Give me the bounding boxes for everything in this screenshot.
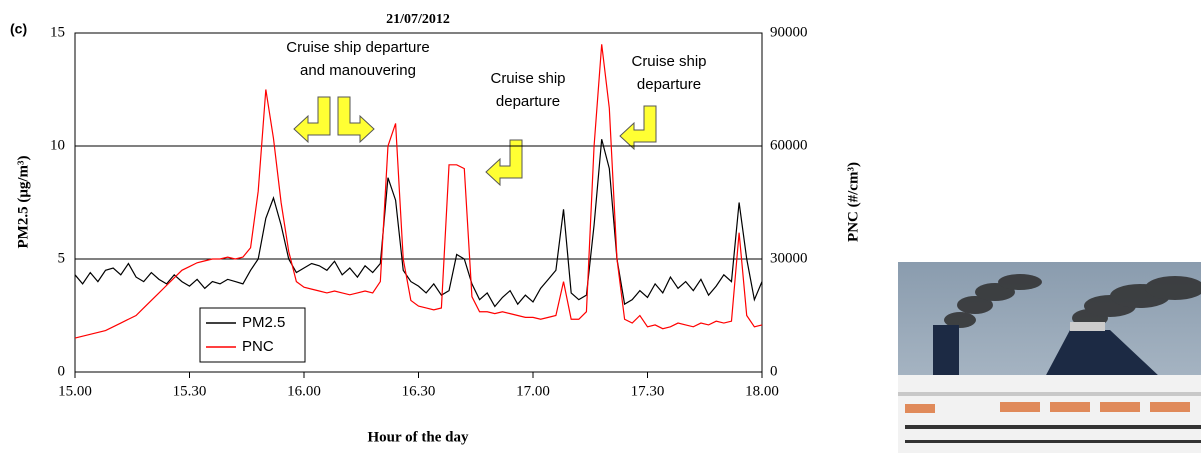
series-line	[74, 44, 763, 339]
annotation: Cruise ship departure	[286, 39, 429, 56]
x-tick-label: 17.30	[631, 383, 665, 399]
x-tick-label: 16.30	[402, 383, 436, 399]
annotation: and manouvering	[300, 62, 416, 79]
annotation: departure	[496, 93, 560, 110]
x-tick-label: 15.30	[173, 383, 207, 399]
panel-label: (c)	[10, 21, 27, 37]
legend-box	[199, 307, 306, 363]
y-tick-label: 10	[50, 137, 65, 153]
legend-label: PNC	[242, 338, 274, 355]
y-tick-label: 5	[58, 250, 66, 266]
arrows	[293, 96, 657, 187]
arrow	[619, 105, 657, 151]
x-tick-label: 17.00	[516, 383, 550, 399]
annotation: Cruise ship	[631, 53, 706, 70]
y2-axis-label: PNC (#/cm³)	[845, 162, 861, 242]
arrow	[293, 96, 331, 144]
y2-tick-label: 0	[770, 363, 778, 379]
annotation: departure	[637, 76, 701, 93]
y2-tick-label: 60000	[770, 137, 808, 153]
chart-title: 21/07/2012	[386, 12, 450, 27]
arrow	[485, 139, 523, 187]
x-tick-label: 15.00	[58, 383, 92, 399]
x-tick-label: 18.00	[745, 383, 779, 399]
x-axis-label: Hour of the day	[368, 429, 469, 445]
legend-label: PM2.5	[242, 314, 285, 331]
y-axis-label: PM2.5 (μg/m³)	[15, 156, 31, 249]
photo	[898, 262, 1201, 453]
y-tick-label: 0	[58, 363, 66, 379]
arrow	[337, 96, 375, 144]
x-tick-label: 16.00	[287, 383, 321, 399]
y2-tick-label: 30000	[770, 250, 808, 266]
y-tick-label: 15	[50, 24, 65, 40]
series-line	[74, 139, 763, 308]
annotation: Cruise ship	[490, 70, 565, 87]
y2-tick-label: 90000	[770, 24, 808, 40]
